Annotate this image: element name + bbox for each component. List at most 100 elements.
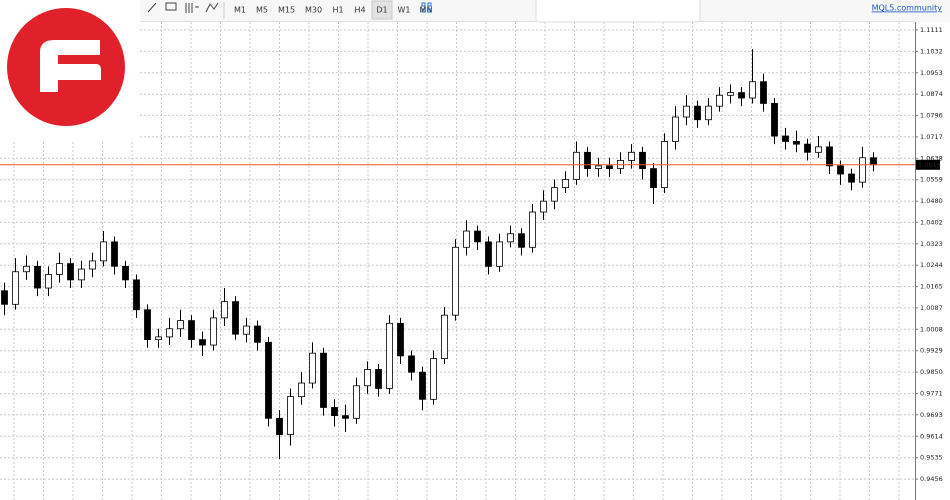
candle-body (199, 339, 206, 346)
candle-body (34, 265, 41, 289)
candle-body (485, 241, 492, 267)
timeframe-button[interactable]: M1 (234, 6, 246, 15)
y-tick-label: 1.0323 (920, 240, 943, 248)
candle-body (771, 103, 778, 137)
candle-body (727, 92, 734, 96)
candle-body (1, 290, 8, 305)
timeframe-button[interactable]: M15 (278, 6, 295, 15)
toolbar-icons (147, 2, 432, 13)
candle-body (551, 187, 558, 202)
y-tick-label: 1.0165 (920, 283, 943, 291)
timeframe-bar: M1 M5 M15 M30 H1 H4 D1 W1 MN (234, 0, 433, 20)
candle-body (243, 325, 250, 335)
logo-letter (40, 40, 101, 92)
candle-body (89, 260, 96, 270)
candle-body (496, 241, 503, 267)
y-tick-label: 0.9771 (920, 390, 943, 398)
candle-body (287, 396, 294, 436)
candle-body (584, 151, 591, 169)
candle-body (639, 151, 646, 169)
candle-body (826, 146, 833, 167)
candle-body (111, 241, 118, 267)
candle-body (298, 382, 305, 398)
y-tick-label: 1.0480 (920, 197, 943, 205)
candle-body (221, 301, 228, 319)
y-tick-label: 1.0402 (920, 218, 943, 226)
candle-body (155, 336, 162, 341)
y-tick-label: 1.0953 (920, 69, 943, 77)
chart-area: 1.1111 1.1032 1.0953 1.0874 1.0796 1.0717 1.06… (0, 22, 943, 500)
timeframe-button[interactable]: MN (420, 6, 433, 15)
candle-body (683, 105, 690, 118)
candle-body (56, 263, 63, 275)
candle-body (265, 341, 272, 419)
candle-body (67, 263, 74, 281)
dropdown-panel[interactable] (535, 0, 701, 23)
y-tick-label: 0.9929 (920, 347, 943, 355)
candle-body (133, 279, 140, 311)
candle-body (474, 230, 481, 243)
text-icon[interactable] (165, 2, 177, 11)
y-tick-label: 0.9535 (920, 454, 943, 462)
candle-body (386, 322, 393, 389)
y-tick-label: 0.9693 (920, 411, 943, 419)
candle-body (672, 116, 679, 142)
candle-body (254, 325, 261, 343)
candle-body (540, 200, 547, 213)
timeframe-button[interactable]: W1 (398, 6, 411, 15)
y-tick-label: 0.9850 (920, 368, 943, 376)
candle-body (837, 165, 844, 175)
candle-body (804, 143, 811, 153)
y-tick-label: 1.0874 (920, 90, 943, 98)
candle-body (309, 352, 316, 384)
candle-body (859, 157, 866, 183)
candle-body (628, 151, 635, 161)
fibo-icon[interactable] (205, 2, 219, 13)
candle-body (100, 241, 107, 262)
candle-body (23, 265, 30, 273)
candle-body (364, 369, 371, 387)
candle-body (870, 157, 877, 166)
timeframe-button[interactable]: D1 (376, 6, 387, 15)
candle-body (210, 317, 217, 346)
community-link[interactable]: MQL5.community (872, 4, 943, 13)
candle-body (375, 369, 382, 389)
trendline-icon[interactable] (147, 2, 157, 13)
candle-body (232, 301, 239, 335)
candle-body (276, 417, 283, 436)
y-tick-label: 1.0717 (920, 133, 943, 141)
candle-body (595, 165, 602, 169)
indicators-icon[interactable] (185, 3, 199, 13)
layout-icon[interactable] (421, 2, 432, 13)
candle-body (529, 211, 536, 248)
timeframe-button[interactable]: H4 (354, 6, 365, 15)
y-tick-label: 1.0638 (920, 154, 943, 162)
candle-body (815, 146, 822, 153)
candle-body (408, 355, 415, 373)
timeframe-button[interactable]: M5 (256, 6, 268, 15)
y-tick-label: 1.1111 (920, 26, 943, 34)
candle-body (760, 81, 767, 104)
candle-body (419, 371, 426, 400)
timeframe-button[interactable]: H1 (332, 6, 343, 15)
current-price-label: 1.0614 (918, 161, 941, 169)
timeframe-button[interactable]: M30 (305, 6, 322, 15)
candle-body (12, 271, 19, 305)
candle-body (463, 230, 470, 248)
candle-body (353, 385, 360, 419)
candle-body (45, 274, 52, 289)
candle-body (122, 265, 129, 281)
current-price-box (916, 159, 940, 170)
y-tick-label: 0.9614 (920, 432, 943, 440)
y-tick-label: 1.0008 (920, 325, 943, 333)
candle-body (705, 105, 712, 121)
candle-body (694, 105, 701, 121)
candle-body (331, 407, 338, 417)
candle-body (430, 358, 437, 400)
candle-body (749, 81, 756, 99)
y-tick-label: 1.0244 (920, 261, 943, 269)
candle-body (573, 151, 580, 180)
candle-body (166, 328, 173, 338)
y-tick-label: 1.1032 (920, 47, 943, 55)
